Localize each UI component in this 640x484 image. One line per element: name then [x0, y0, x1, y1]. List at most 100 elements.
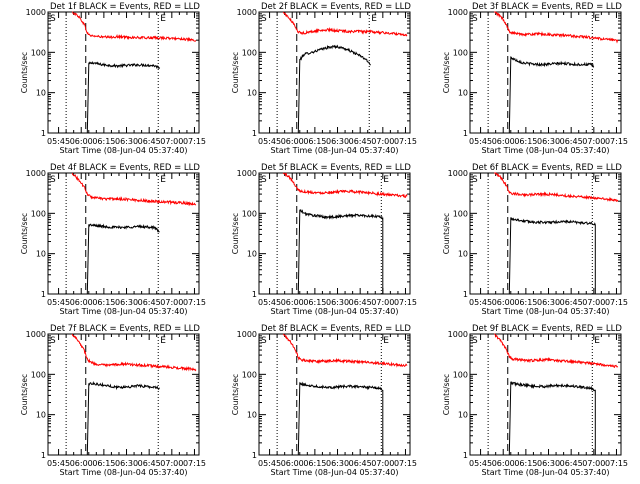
y-tick-label: 1000	[26, 330, 46, 339]
x-tick-label: 07:00	[582, 137, 605, 146]
x-axis-label: Start Time (08-Jun-04 05:37:40)	[482, 146, 610, 155]
end-marker-label: E	[594, 175, 600, 185]
y-tick-label: 1000	[237, 169, 257, 178]
end-marker-label: E	[371, 14, 377, 24]
chart-panel-5: Det 5f BLACK = Events, RED = LLD 1 10 100 10…	[231, 163, 417, 316]
start-marker-label: S	[472, 14, 478, 24]
end-marker-label: E	[160, 175, 166, 185]
x-axis-label: Start Time (08-Jun-04 05:37:40)	[482, 307, 610, 316]
x-tick-label: 07:00	[160, 137, 183, 146]
plot-frame	[469, 172, 622, 295]
x-axis-label: Start Time (08-Jun-04 05:37:40)	[60, 468, 188, 477]
x-tick-label: 06:45	[560, 298, 583, 307]
y-tick-label: 100	[453, 209, 468, 218]
series-line-lld	[494, 172, 619, 202]
start-marker-label: S	[50, 175, 56, 185]
end-marker-label: E	[594, 336, 600, 346]
end-marker-label: E	[383, 175, 389, 185]
x-axis-label: Start Time (08-Jun-04 05:37:40)	[271, 146, 399, 155]
series-line-lld	[494, 333, 619, 368]
x-tick-label: 07:15	[183, 459, 206, 468]
start-marker-label: S	[50, 14, 56, 24]
chart-title: Det 4f BLACK = Events, RED = LLD	[50, 163, 200, 173]
y-tick-label: 1000	[237, 8, 257, 17]
y-axis-label: Counts/sec	[231, 374, 240, 415]
series-line-lld	[71, 172, 197, 207]
y-tick-label: 10	[458, 250, 468, 259]
y-tick-label: 100	[31, 370, 46, 379]
chart-title: Det 6f BLACK = Events, RED = LLD	[472, 163, 622, 173]
y-tick-label: 1	[41, 290, 46, 299]
y-tick-label: 1	[252, 451, 257, 460]
x-tick-label: 06:15	[92, 459, 115, 468]
x-axis-label: Start Time (08-Jun-04 05:37:40)	[60, 307, 188, 316]
y-tick-label: 100	[242, 370, 257, 379]
start-marker-label: S	[261, 336, 267, 346]
x-tick-label: 06:30	[115, 137, 138, 146]
y-tick-label: 1000	[26, 8, 46, 17]
plot-frame	[47, 333, 200, 456]
x-tick-label: 06:00	[70, 298, 93, 307]
y-tick-label: 1	[463, 290, 468, 299]
x-tick-label: 07:15	[605, 137, 628, 146]
y-axis-label: Counts/sec	[442, 213, 451, 254]
series-line-events	[508, 381, 596, 456]
x-tick-label: 06:45	[560, 137, 583, 146]
x-tick-label: 07:00	[160, 459, 183, 468]
x-tick-label: 05:45	[47, 459, 70, 468]
chart-title: Det 8f BLACK = Events, RED = LLD	[261, 324, 411, 334]
y-tick-label: 1000	[448, 8, 468, 17]
x-tick-label: 06:15	[514, 459, 537, 468]
series-line-lld	[282, 11, 408, 37]
x-tick-label: 05:45	[47, 298, 70, 307]
end-marker-label: E	[594, 14, 600, 24]
start-marker-label: S	[261, 14, 267, 24]
chart-panel-7: Det 7f BLACK = Events, RED = LLD 1 10 100 10…	[20, 324, 206, 477]
start-marker-label: S	[472, 175, 478, 185]
plot-frame	[47, 11, 200, 134]
plot-frame	[258, 333, 411, 456]
x-tick-label: 05:45	[258, 459, 281, 468]
chart-title: Det 5f BLACK = Events, RED = LLD	[261, 163, 411, 173]
y-tick-label: 100	[31, 209, 46, 218]
x-tick-label: 06:30	[115, 298, 138, 307]
y-tick-label: 10	[458, 89, 468, 98]
series-line-events	[86, 223, 160, 295]
chart-panel-6: Det 6f BLACK = Events, RED = LLD 1 10 100 10…	[442, 163, 628, 316]
series-line-lld	[71, 333, 197, 372]
x-tick-label: 07:00	[582, 459, 605, 468]
x-tick-label: 07:15	[394, 298, 417, 307]
x-tick-label: 06:15	[303, 137, 326, 146]
y-tick-label: 10	[247, 250, 257, 259]
y-tick-label: 10	[247, 89, 257, 98]
chart-panel-4: Det 4f BLACK = Events, RED = LLD 1 10 100 10…	[20, 163, 206, 316]
x-tick-label: 07:15	[183, 298, 206, 307]
y-tick-label: 100	[242, 209, 257, 218]
x-tick-label: 06:15	[303, 459, 326, 468]
chart-panel-1: Det 1f BLACK = Events, RED = LLD 1 10 100 10…	[20, 2, 206, 155]
y-tick-label: 100	[31, 48, 46, 57]
x-tick-label: 06:15	[514, 137, 537, 146]
x-axis-label: Start Time (08-Jun-04 05:37:40)	[271, 307, 399, 316]
plot-frame	[469, 333, 622, 456]
y-tick-label: 100	[453, 48, 468, 57]
x-tick-label: 06:45	[138, 298, 161, 307]
x-tick-label: 06:15	[92, 137, 115, 146]
series-line-events	[508, 217, 596, 295]
x-axis-label: Start Time (08-Jun-04 05:37:40)	[271, 468, 399, 477]
x-tick-label: 06:45	[349, 137, 372, 146]
x-tick-label: 06:00	[492, 137, 515, 146]
y-tick-label: 10	[36, 250, 46, 259]
y-tick-label: 1	[463, 451, 468, 460]
chart-title: Det 2f BLACK = Events, RED = LLD	[261, 2, 411, 12]
y-tick-label: 1	[252, 290, 257, 299]
series-line-lld	[494, 11, 619, 44]
series-line-events	[508, 56, 595, 134]
y-tick-label: 100	[453, 370, 468, 379]
x-tick-label: 06:15	[303, 298, 326, 307]
series-line-events	[86, 381, 160, 456]
x-tick-label: 05:45	[258, 298, 281, 307]
x-tick-label: 06:30	[115, 459, 138, 468]
